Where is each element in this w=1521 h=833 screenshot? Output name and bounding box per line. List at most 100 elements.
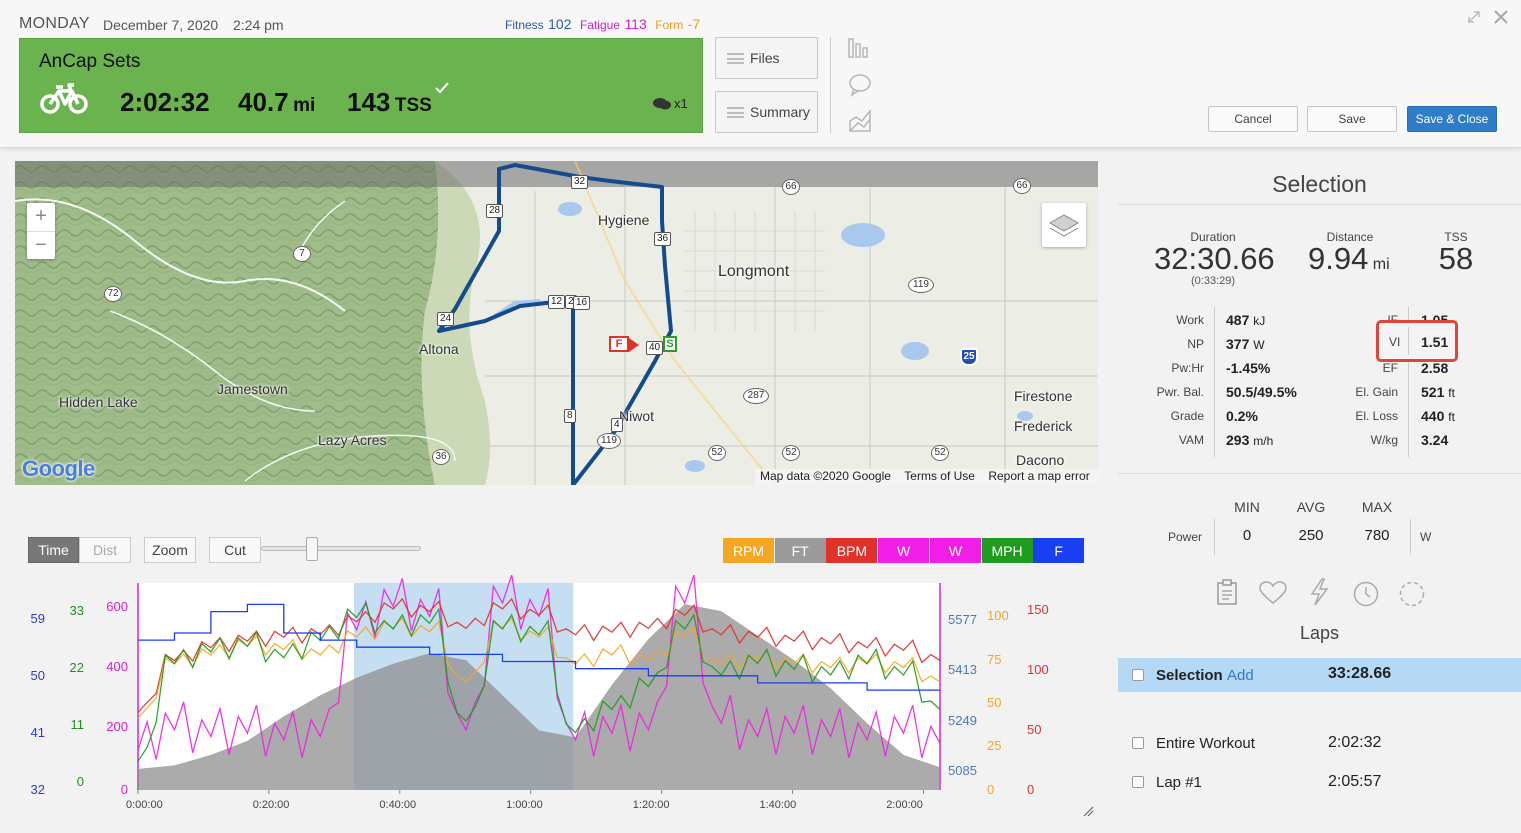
comment-bubble-icon[interactable]	[848, 73, 874, 102]
highway-shield: 287	[743, 388, 769, 404]
dist-toggle[interactable]: Dist	[79, 537, 131, 563]
vi-highlight: VI 1.51	[1376, 320, 1458, 362]
lap-checkbox[interactable]	[1132, 776, 1144, 788]
route-map[interactable]: + − Longmont Altona Jamestown Hidden Lak…	[15, 161, 1098, 485]
workout-distance-unit: mi	[293, 95, 316, 116]
grade-value: 0.2%	[1226, 408, 1258, 424]
map-label-lazy-acres: Lazy Acres	[318, 432, 387, 448]
divider	[1214, 307, 1215, 457]
analysis-chart-icon[interactable]	[848, 108, 874, 138]
finish-marker[interactable]: F	[609, 336, 629, 352]
start-marker[interactable]: S	[663, 336, 677, 352]
heart-icon[interactable]	[1259, 581, 1287, 610]
vam-value: 293 m/h	[1226, 432, 1274, 448]
fatigue-value: 113	[624, 16, 647, 32]
axis-tick-temperature: 41	[30, 725, 45, 740]
layers-icon[interactable]	[1042, 203, 1086, 247]
map-label-frederick: Frederick	[1014, 418, 1073, 434]
zoom-out-icon[interactable]: −	[27, 231, 55, 259]
axis-tick-power: 600	[106, 599, 128, 614]
resize-grip-icon[interactable]	[1082, 804, 1094, 822]
axis-tick-cadence: 50	[987, 695, 1002, 710]
vi-label: VI	[1389, 335, 1401, 349]
form-value: -7	[687, 16, 701, 32]
divider	[830, 37, 831, 133]
fatigue-label: Fatigue	[579, 18, 620, 32]
lap-checkbox[interactable]	[1132, 669, 1144, 681]
lap-row-entire-workout[interactable]: Entire Workout 2:02:32	[1118, 726, 1521, 760]
fitness-summary: Fitness 102 Fatigue 113 Form -7	[505, 16, 700, 34]
min-header: MIN	[1234, 499, 1260, 515]
workout-title[interactable]: AnCap Sets	[39, 51, 141, 72]
axis-tick-power: 0	[120, 782, 128, 797]
tss-value: 58	[1438, 241, 1474, 276]
cut-button[interactable]: Cut	[209, 537, 261, 563]
time-toggle[interactable]: Time	[28, 537, 79, 563]
axis-tick-temperature: 50	[30, 668, 45, 683]
expand-icon[interactable]	[1467, 10, 1481, 29]
axis-tick-cadence: 0	[987, 782, 995, 797]
axis-tick-speed: 33	[69, 603, 84, 618]
lap-checkbox[interactable]	[1132, 737, 1144, 749]
axis-tick-heartrate: 150	[1027, 602, 1049, 617]
workout-chart[interactable]	[0, 574, 1100, 815]
lap-row-selection[interactable]: Selection Add 33:28.66	[1118, 658, 1521, 692]
terms-link[interactable]: Terms of Use	[904, 469, 975, 483]
highway-shield: 52	[782, 445, 800, 461]
route-shield: 16	[573, 296, 591, 310]
duration-value: 32:30.66	[1154, 241, 1275, 276]
channel-toggle-f[interactable]: F	[1033, 538, 1085, 563]
axis-tick-cadence: 25	[987, 738, 1002, 753]
lightning-icon[interactable]	[1308, 578, 1330, 611]
cancel-button[interactable]: Cancel	[1208, 106, 1298, 132]
axis-tick-power: 200	[106, 719, 128, 734]
save-close-button[interactable]: Save & Close	[1407, 106, 1497, 132]
route-shield: 8	[564, 409, 576, 423]
channel-toggle-bpm[interactable]: BPM	[826, 538, 878, 563]
x-axis-tick: 0:20:00	[252, 799, 290, 811]
channel-toggle-ft[interactable]: FT	[774, 538, 826, 563]
channel-toggle-mph[interactable]: MPH	[981, 538, 1033, 563]
chart-canvas[interactable]	[0, 574, 1100, 815]
x-axis-tick: 2:00:00	[886, 799, 923, 811]
route-shield: 28	[486, 204, 504, 218]
dashed-circle-icon[interactable]	[1399, 581, 1425, 612]
channel-toggle-rpm[interactable]: RPM	[723, 538, 774, 563]
axis-tick-power: 400	[106, 659, 128, 674]
report-link[interactable]: Report a map error	[988, 469, 1090, 483]
interstate-shield: 25	[960, 348, 978, 366]
axis-tick-elevation: 5085	[948, 763, 977, 778]
workout-banner[interactable]: AnCap Sets 2:02:32 40.7 mi 143 TSS x1	[19, 38, 703, 133]
add-lap-link[interactable]: Add	[1227, 667, 1254, 684]
power-min: 0	[1242, 527, 1252, 544]
zoom-slider-handle[interactable]	[306, 537, 319, 561]
save-button[interactable]: Save	[1307, 106, 1397, 132]
series-line-heartrate	[137, 597, 941, 713]
files-button[interactable]: Files	[715, 37, 818, 79]
close-icon[interactable]	[1494, 10, 1508, 29]
channel-toggle-w[interactable]: W	[929, 538, 981, 563]
map-label-dacono: Dacono	[1016, 452, 1065, 468]
ef-label: EF	[1382, 361, 1398, 375]
el-loss-label: El. Loss	[1355, 409, 1398, 423]
power-max: 780	[1364, 527, 1390, 544]
clipboard-icon[interactable]	[1216, 579, 1238, 610]
bar-chart-icon[interactable]	[848, 37, 874, 64]
avg-header: AVG	[1296, 499, 1326, 515]
lap-time: 2:05:57	[1328, 773, 1382, 790]
zoom-button[interactable]: Zoom	[144, 537, 196, 563]
zoom-slider[interactable]	[261, 537, 421, 561]
summary-button[interactable]: Summary	[715, 91, 818, 133]
route-shield: 32	[571, 175, 589, 189]
workout-date: December 7, 2020	[103, 17, 219, 33]
lap-time: 2:02:32	[1328, 734, 1382, 751]
zoom-in-icon[interactable]: +	[35, 205, 47, 227]
divider	[1118, 473, 1521, 474]
map-label-longmont: Longmont	[718, 263, 790, 280]
workout-distance-group: 40.7 mi	[238, 87, 315, 118]
channel-toggle-w[interactable]: W	[878, 538, 930, 563]
comment-icon[interactable]	[652, 97, 672, 116]
lap-row-lap-1[interactable]: Lap #1 2:05:57	[1118, 765, 1521, 799]
np-label: NP	[1187, 337, 1204, 351]
clock-icon[interactable]	[1353, 581, 1379, 612]
